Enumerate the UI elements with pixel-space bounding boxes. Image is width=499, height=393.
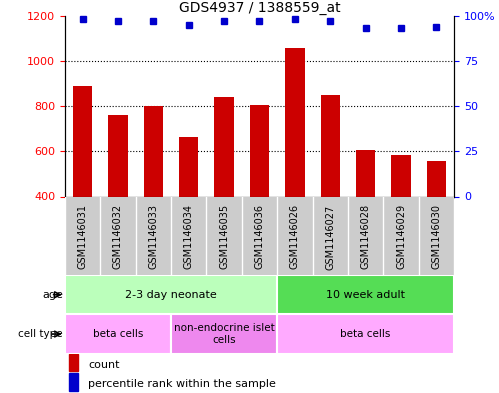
Bar: [215, 97, 234, 287]
Bar: [65, 314, 171, 354]
Text: count: count: [88, 360, 120, 370]
Bar: [73, 86, 92, 287]
Bar: [285, 48, 304, 287]
Text: cell type: cell type: [18, 329, 63, 339]
Text: GSM1146031: GSM1146031: [77, 204, 87, 269]
Text: GSM1146035: GSM1146035: [219, 204, 229, 270]
Text: beta cells: beta cells: [340, 329, 391, 339]
Text: percentile rank within the sample: percentile rank within the sample: [88, 379, 276, 389]
Bar: [277, 314, 454, 354]
Text: GSM1146027: GSM1146027: [325, 204, 335, 270]
Bar: [171, 314, 277, 354]
Bar: [320, 95, 340, 287]
Bar: [391, 155, 411, 287]
Bar: [427, 161, 446, 287]
Bar: [179, 137, 199, 287]
Text: GSM1146026: GSM1146026: [290, 204, 300, 270]
Bar: [356, 150, 375, 287]
Bar: [250, 105, 269, 287]
Text: GSM1146033: GSM1146033: [148, 204, 158, 269]
Bar: [65, 275, 277, 314]
Title: GDS4937 / 1388559_at: GDS4937 / 1388559_at: [179, 1, 340, 15]
Text: GSM1146028: GSM1146028: [361, 204, 371, 270]
Bar: [69, 354, 78, 371]
Text: GSM1146029: GSM1146029: [396, 204, 406, 270]
Text: GSM1146036: GSM1146036: [254, 204, 264, 269]
Bar: [69, 373, 78, 391]
Bar: [144, 106, 163, 287]
Text: 10 week adult: 10 week adult: [326, 290, 405, 300]
Text: GSM1146030: GSM1146030: [432, 204, 442, 269]
Bar: [277, 275, 454, 314]
Text: GSM1146034: GSM1146034: [184, 204, 194, 269]
Text: age: age: [42, 290, 63, 300]
Bar: [108, 115, 128, 287]
Text: non-endocrine islet
cells: non-endocrine islet cells: [174, 323, 274, 345]
Text: GSM1146032: GSM1146032: [113, 204, 123, 270]
Text: beta cells: beta cells: [93, 329, 143, 339]
Text: 2-3 day neonate: 2-3 day neonate: [125, 290, 217, 300]
